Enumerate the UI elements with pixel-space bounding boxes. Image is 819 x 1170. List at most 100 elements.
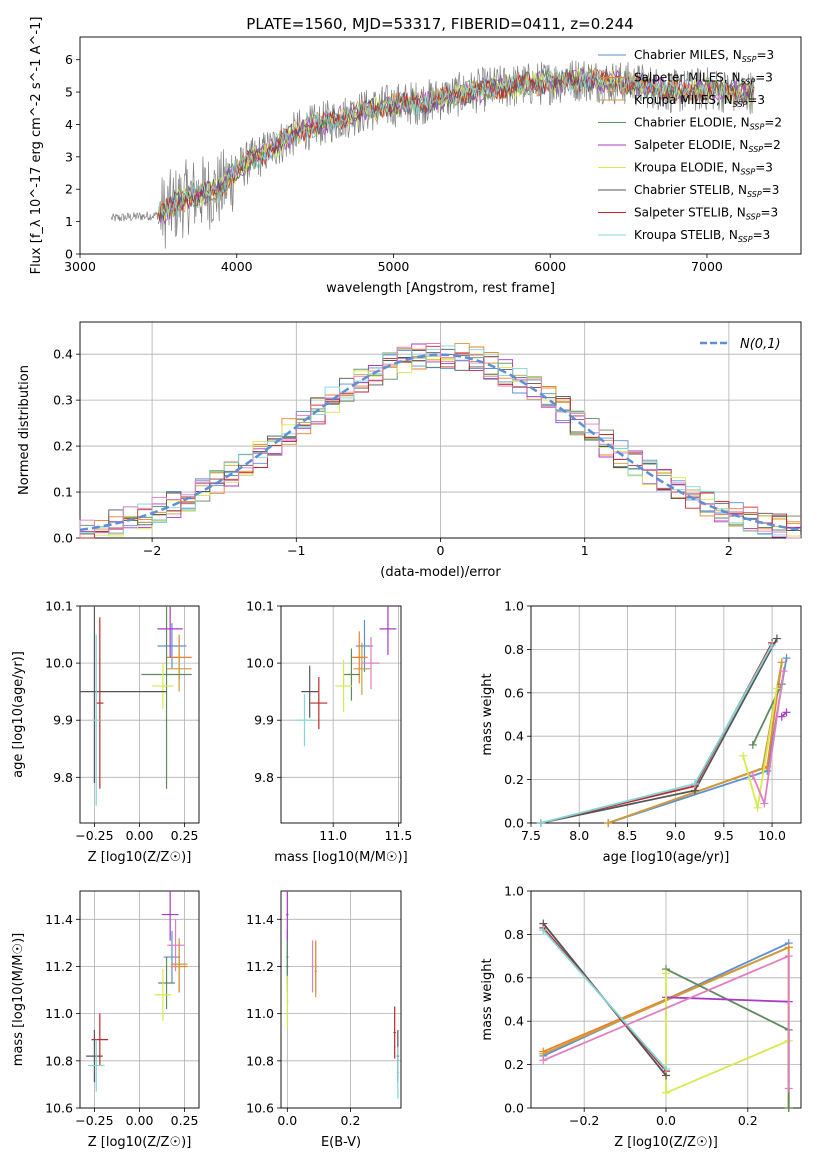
residual_hist-xlabel: (data-model)/error bbox=[380, 565, 501, 580]
y-tick-label: 0.6 bbox=[504, 685, 524, 700]
weight_vs_Z-xlabel: Z [log10(Z/Z☉)] bbox=[614, 1135, 718, 1150]
y-tick-label: 6 bbox=[65, 52, 73, 67]
y-tick-label: 11.2 bbox=[246, 959, 274, 974]
age_vs_mass-axes: 11.0 11.5 9.8 9.9 10.0 10.1 mass [log10(M/M☉)] bbox=[246, 599, 412, 866]
legend-entry: Chabrier MILES, NSSP=3 bbox=[634, 48, 774, 64]
y-tick-label: 2 bbox=[65, 182, 73, 197]
y-tick-label: 0.2 bbox=[504, 1057, 524, 1072]
y-tick-label: 0.4 bbox=[53, 347, 73, 362]
x-tick-label: 0.2 bbox=[738, 1113, 758, 1128]
y-tick-label: 0.0 bbox=[504, 1101, 524, 1116]
x-tick-label: 10.0 bbox=[758, 828, 786, 843]
x-tick-label: 8.5 bbox=[617, 828, 637, 843]
y-tick-label: 11.4 bbox=[246, 912, 274, 927]
y-tick-label: 9.8 bbox=[254, 770, 274, 785]
series-line bbox=[665, 996, 789, 1003]
histogram-step bbox=[79, 343, 801, 539]
y-tick-label: 10.0 bbox=[45, 656, 73, 671]
legend-entry: Chabrier STELIB, NSSP=3 bbox=[634, 183, 779, 199]
x-tick-label: 0.25 bbox=[171, 1113, 199, 1128]
y-tick-label: 1.0 bbox=[504, 599, 524, 614]
legend-entry: N(0,1) bbox=[740, 337, 781, 352]
series-line bbox=[542, 929, 667, 1070]
legend-entry: Kroupa MILES, NSSP=3 bbox=[634, 93, 765, 109]
spectrum-legend: Chabrier MILES, NSSP=3 Salpeter MILES, NS… bbox=[598, 48, 782, 244]
x-tick-label: −1 bbox=[287, 543, 305, 558]
x-tick-label: 9.5 bbox=[714, 828, 734, 843]
age_vs_mass-xlabel: mass [log10(M/M☉)] bbox=[274, 850, 407, 865]
x-tick-label: 0.0 bbox=[277, 1113, 297, 1128]
spectrum-model-line bbox=[158, 68, 754, 220]
x-tick-label: 9.0 bbox=[666, 828, 686, 843]
x-tick-label: −0.25 bbox=[75, 1113, 113, 1128]
x-tick-label: 8.0 bbox=[569, 828, 589, 843]
age_vs_Z-axes: −0.25 0.00 0.25 9.8 9.9 10.0 10.1 Z [log10(Z/Z☉… bbox=[11, 599, 200, 865]
y-tick-label: 10.1 bbox=[45, 599, 73, 614]
x-tick-label: −0.25 bbox=[75, 828, 113, 843]
age_vs_Z-xlabel: Z [log10(Z/Z☉)] bbox=[88, 850, 192, 865]
histogram-step bbox=[80, 350, 801, 539]
x-tick-label: 6000 bbox=[534, 259, 566, 274]
spectrum-model-line bbox=[158, 69, 755, 215]
y-tick-label: 9.8 bbox=[53, 770, 73, 785]
legend-entry: Salpeter ELODIE, NSSP=2 bbox=[634, 138, 781, 154]
mass_vs_ebv-axes: 0.0 0.2 10.6 10.8 11.0 11.2 11.4 E(B-V) bbox=[246, 890, 402, 1150]
series-line bbox=[540, 644, 773, 824]
y-tick-label: 9.9 bbox=[254, 713, 274, 728]
spectrum-model-line bbox=[158, 67, 755, 221]
y-tick-label: 0 bbox=[65, 247, 73, 262]
y-tick-label: 10.8 bbox=[246, 1053, 274, 1068]
y-tick-label: 11.4 bbox=[45, 912, 73, 927]
y-tick-label: 5 bbox=[65, 85, 73, 100]
y-tick-label: 10.1 bbox=[246, 599, 274, 614]
legend-entry: Chabrier ELODIE, NSSP=2 bbox=[634, 116, 782, 132]
y-tick-label: 0.2 bbox=[504, 772, 524, 787]
y-tick-label: 3 bbox=[65, 149, 73, 164]
y-tick-label: 0.8 bbox=[504, 927, 524, 942]
y-tick-label: 0.6 bbox=[504, 970, 524, 985]
legend-entry: Salpeter MILES, NSSP=3 bbox=[634, 71, 773, 87]
y-tick-label: 11.0 bbox=[45, 1006, 73, 1021]
x-tick-label: −2 bbox=[143, 543, 161, 558]
y-tick-label: 0.4 bbox=[504, 1014, 524, 1029]
legend-entry: Kroupa STELIB, NSSP=3 bbox=[634, 228, 770, 244]
y-tick-label: 0.0 bbox=[504, 816, 524, 831]
x-tick-label: 11.5 bbox=[384, 828, 412, 843]
mass_vs_Z-ylabel: mass [log10(M/M☉)] bbox=[11, 933, 26, 1066]
y-tick-label: 11.2 bbox=[45, 959, 73, 974]
gaussian-curve bbox=[79, 353, 802, 532]
legend-entry: Salpeter STELIB, NSSP=3 bbox=[634, 206, 778, 222]
y-tick-label: 0.1 bbox=[53, 485, 73, 500]
mass_vs_Z-xlabel: Z [log10(Z/Z☉)] bbox=[88, 1135, 192, 1150]
legend-entry: Kroupa ELODIE, NSSP=3 bbox=[634, 161, 773, 177]
spectrum-frame bbox=[79, 36, 802, 255]
y-tick-label: 1.0 bbox=[504, 884, 524, 899]
mass_vs_ebv-xlabel: E(B-V) bbox=[321, 1135, 361, 1150]
x-tick-label: 5000 bbox=[378, 259, 410, 274]
y-tick-label: 9.9 bbox=[53, 713, 73, 728]
weight_vs_age-frame bbox=[530, 605, 802, 824]
y-tick-label: 10.8 bbox=[45, 1053, 73, 1068]
residual_hist-ylabel: Normed distribution bbox=[17, 365, 32, 495]
series-line bbox=[665, 968, 790, 1108]
y-tick-label: 0.0 bbox=[53, 531, 73, 546]
weight_vs_Z-ylabel: mass weight bbox=[480, 958, 495, 1040]
weight_vs_age-xlabel: age [log10(age/yr)] bbox=[603, 850, 730, 865]
figure-title: PLATE=1560, MJD=53317, FIBERID=0411, z=0… bbox=[246, 15, 633, 33]
y-tick-label: 11.0 bbox=[246, 1006, 274, 1021]
y-tick-label: 0.2 bbox=[53, 439, 73, 454]
x-tick-label: 4000 bbox=[221, 259, 253, 274]
weight_vs_age-axes: 7.5 8.0 8.5 9.0 9.5 10.0 0.0 0.2 0.4 0.6 0.8 1.0 age… bbox=[480, 599, 802, 865]
weight_vs_Z-axes: −0.2 0.0 0.2 0.0 0.2 0.4 0.6 0.8 1.0 Z [log10(Z/Z… bbox=[480, 884, 802, 1150]
y-tick-label: 0.3 bbox=[53, 393, 73, 408]
age_vs_mass-frame bbox=[280, 605, 402, 824]
x-tick-label: 0.2 bbox=[341, 1113, 361, 1128]
spectrum-ylabel: Flux [f_λ 10^-17 erg cm^-2 s^-1 A^-1] bbox=[29, 17, 44, 275]
age_vs_Z-ylabel: age [log10(age/yr)] bbox=[11, 651, 26, 778]
mass_vs_Z-axes: −0.25 0.00 0.25 10.6 10.8 11.0 11.2 11.4 Z [log1… bbox=[11, 890, 200, 1150]
x-tick-label: 0.25 bbox=[171, 828, 199, 843]
series-line bbox=[540, 642, 773, 824]
y-tick-label: 0.4 bbox=[504, 729, 524, 744]
x-tick-label: 0.0 bbox=[656, 1113, 676, 1128]
